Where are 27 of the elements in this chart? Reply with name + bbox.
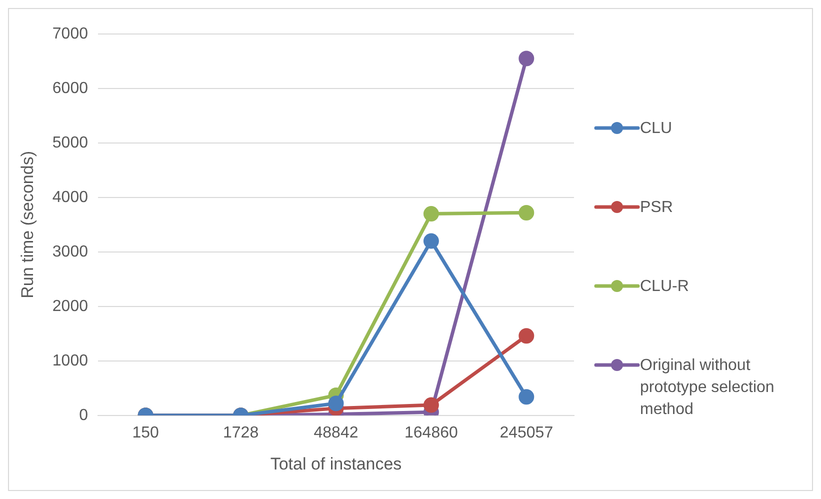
point (518, 50, 534, 66)
point (518, 328, 534, 344)
point (423, 397, 439, 413)
x-axis-title: Total of instances (270, 454, 402, 474)
y-tick-label: 1000 (52, 352, 88, 370)
x-tick-label: 164860 (404, 424, 458, 442)
legend-label: CLU-R (640, 277, 689, 298)
point (328, 396, 344, 412)
point (518, 389, 534, 405)
point (518, 204, 534, 220)
x-tick-label: 1728 (223, 424, 259, 442)
legend-label: PSR (640, 198, 673, 218)
y-tick-label: 3000 (52, 243, 88, 260)
x-tick-label: 245057 (500, 424, 554, 442)
y-tick-label: 6000 (52, 80, 88, 97)
y-axis-title: Run time (seconds) (18, 151, 37, 298)
x-tick-label: 150 (132, 424, 160, 442)
y-tick-label: 0 (79, 406, 88, 424)
legend-label: CLU (640, 118, 672, 139)
x-tick-label: 48842 (314, 424, 358, 442)
legend-label: Original without prototype selection method (640, 356, 776, 420)
point (423, 206, 439, 222)
y-tick-label: 4000 (52, 188, 88, 206)
y-tick-label: 7000 (52, 25, 88, 42)
y-tick-label: 2000 (52, 298, 88, 315)
point (423, 233, 439, 249)
y-tick-label: 5000 (52, 134, 88, 152)
